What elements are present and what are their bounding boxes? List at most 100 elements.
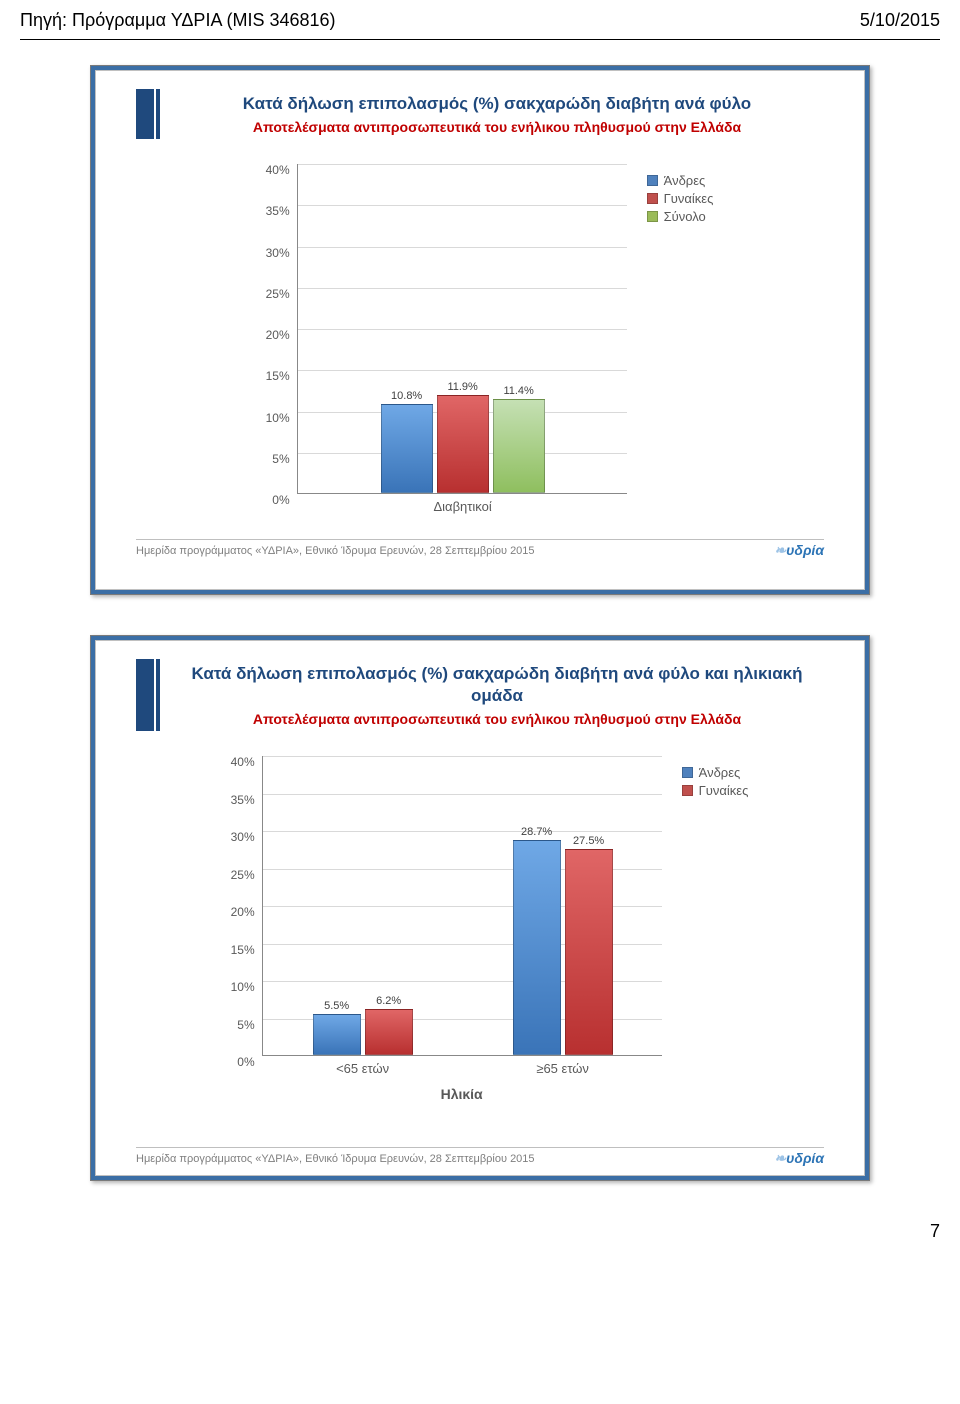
legend-label: Σύνολο bbox=[664, 209, 706, 224]
title-block: Κατά δήλωση επιπολασμός (%) σακχαρώδη δι… bbox=[136, 89, 824, 139]
bar-value-label: 6.2% bbox=[376, 995, 401, 1007]
legend-item: Άνδρες bbox=[647, 173, 714, 188]
bar-group: 28.7%27.5% bbox=[511, 840, 615, 1055]
slide-1-subtitle: Αποτελέσματα αντιπροσωπευτικά του ενήλικ… bbox=[170, 119, 824, 135]
legend-label: Άνδρες bbox=[699, 765, 741, 780]
bar-value-label: 5.5% bbox=[324, 1000, 349, 1012]
chart-1-plot: 0%5%10%15%20%25%30%35%40%10.8%11.9%11.4%… bbox=[297, 164, 627, 494]
legend-swatch-icon bbox=[647, 211, 658, 222]
chart-1-legend: Άνδρες Γυναίκες Σύνολο bbox=[637, 164, 724, 233]
slide-2: Κατά δήλωση επιπολασμός (%) σακχαρώδη δι… bbox=[90, 635, 870, 1181]
gridline bbox=[263, 794, 662, 795]
bar: 28.7% bbox=[513, 840, 561, 1055]
legend-item: Σύνολο bbox=[647, 209, 714, 224]
bar-value-label: 10.8% bbox=[391, 390, 422, 402]
bar: 6.2% bbox=[365, 1009, 413, 1056]
bar: 11.9% bbox=[437, 395, 489, 493]
bar-group: 5.5%6.2% bbox=[311, 1009, 415, 1056]
legend-item: Άνδρες bbox=[682, 765, 749, 780]
title-sidebar-icon bbox=[136, 659, 154, 731]
x-category-label: ≥65 ετών bbox=[536, 1061, 589, 1076]
slide-1-footer: Ημερίδα προγράμματος «ΥΔΡΙΑ», Εθνικό Ίδρ… bbox=[136, 542, 824, 559]
ytick-label: 25% bbox=[266, 287, 298, 301]
page-number: 7 bbox=[20, 1221, 940, 1242]
bar-value-label: 11.9% bbox=[447, 381, 477, 393]
ytick-label: 5% bbox=[237, 1018, 262, 1032]
gridline bbox=[298, 329, 627, 330]
ytick-label: 40% bbox=[266, 163, 298, 177]
slide-2-footer-text: Ημερίδα προγράμματος «ΥΔΡΙΑ», Εθνικό Ίδρ… bbox=[136, 1153, 535, 1165]
bar: 27.5% bbox=[565, 849, 613, 1055]
title-sidebar-thin-icon bbox=[156, 89, 160, 139]
legend-item: Γυναίκες bbox=[682, 783, 749, 798]
legend-label: Γυναίκες bbox=[664, 191, 714, 206]
slide-2-subtitle: Αποτελέσματα αντιπροσωπευτικά του ενήλικ… bbox=[170, 711, 824, 727]
chart-2-area: 0%5%10%15%20%25%30%35%40%5.5%6.2%<65 ετώ… bbox=[136, 756, 824, 1102]
bar-value-label: 27.5% bbox=[573, 835, 604, 847]
gridline bbox=[298, 247, 627, 248]
header-rule bbox=[20, 39, 940, 40]
gridline bbox=[263, 756, 662, 757]
chart-2-plot: 0%5%10%15%20%25%30%35%40%5.5%6.2%<65 ετώ… bbox=[262, 756, 662, 1056]
gridline bbox=[298, 288, 627, 289]
legend-item: Γυναίκες bbox=[647, 191, 714, 206]
bar-group: 10.8%11.9%11.4% bbox=[379, 395, 547, 493]
slide-1-footer-text: Ημερίδα προγράμματος «ΥΔΡΙΑ», Εθνικό Ίδρ… bbox=[136, 545, 535, 557]
slide-2-title: Κατά δήλωση επιπολασμός (%) σακχαρώδη δι… bbox=[170, 663, 824, 707]
gridline bbox=[263, 831, 662, 832]
gridline bbox=[298, 370, 627, 371]
brand-logo: ❧υδρία bbox=[774, 1150, 824, 1167]
chart-1-area: 0%5%10%15%20%25%30%35%40%10.8%11.9%11.4%… bbox=[136, 164, 824, 494]
bar: 11.4% bbox=[493, 399, 545, 493]
legend-label: Άνδρες bbox=[664, 173, 706, 188]
footer-rule bbox=[136, 539, 824, 540]
bar-value-label: 11.4% bbox=[503, 385, 533, 397]
ytick-label: 0% bbox=[237, 1055, 262, 1069]
gridline bbox=[298, 164, 627, 165]
chart-2: 0%5%10%15%20%25%30%35%40%5.5%6.2%<65 ετώ… bbox=[262, 756, 662, 1102]
chart-2-xaxis-label: Ηλικία bbox=[262, 1086, 662, 1102]
ytick-label: 25% bbox=[231, 868, 263, 882]
ytick-label: 5% bbox=[272, 452, 297, 466]
page-header: Πηγή: Πρόγραμμα ΥΔΡΙΑ (MIS 346816) 5/10/… bbox=[20, 10, 940, 31]
ytick-label: 35% bbox=[231, 793, 263, 807]
ytick-label: 20% bbox=[266, 328, 298, 342]
ytick-label: 40% bbox=[231, 755, 263, 769]
ytick-label: 15% bbox=[231, 943, 263, 957]
header-date: 5/10/2015 bbox=[860, 10, 940, 31]
title-text: Κατά δήλωση επιπολασμός (%) σακχαρώδη δι… bbox=[170, 89, 824, 139]
ytick-label: 20% bbox=[231, 905, 263, 919]
chart-2-legend: Άνδρες Γυναίκες bbox=[672, 756, 759, 807]
header-source: Πηγή: Πρόγραμμα ΥΔΡΙΑ (MIS 346816) bbox=[20, 10, 336, 31]
title-sidebar-thin-icon bbox=[156, 659, 160, 731]
brand-logo: ❧υδρία bbox=[774, 542, 824, 559]
legend-swatch-icon bbox=[647, 175, 658, 186]
footer-rule bbox=[136, 1147, 824, 1148]
bar: 10.8% bbox=[381, 404, 433, 493]
legend-swatch-icon bbox=[682, 767, 693, 778]
slide-1: Κατά δήλωση επιπολασμός (%) σακχαρώδη δι… bbox=[90, 65, 870, 595]
bar: 5.5% bbox=[313, 1014, 361, 1055]
bar-value-label: 28.7% bbox=[521, 826, 552, 838]
x-category-label: Διαβητικοί bbox=[433, 499, 491, 514]
slide-1-title: Κατά δήλωση επιπολασμός (%) σακχαρώδη δι… bbox=[170, 93, 824, 115]
title-block: Κατά δήλωση επιπολασμός (%) σακχαρώδη δι… bbox=[136, 659, 824, 731]
slide-2-footer: Ημερίδα προγράμματος «ΥΔΡΙΑ», Εθνικό Ίδρ… bbox=[136, 1150, 824, 1167]
ytick-label: 10% bbox=[231, 980, 263, 994]
slide-2-inner: Κατά δήλωση επιπολασμός (%) σακχαρώδη δι… bbox=[95, 640, 865, 1176]
ytick-label: 30% bbox=[231, 830, 263, 844]
ytick-label: 30% bbox=[266, 246, 298, 260]
title-sidebar-icon bbox=[136, 89, 154, 139]
ytick-label: 0% bbox=[272, 493, 297, 507]
x-category-label: <65 ετών bbox=[336, 1061, 389, 1076]
chart-1: 0%5%10%15%20%25%30%35%40%10.8%11.9%11.4%… bbox=[297, 164, 627, 494]
legend-swatch-icon bbox=[682, 785, 693, 796]
legend-label: Γυναίκες bbox=[699, 783, 749, 798]
slide-1-inner: Κατά δήλωση επιπολασμός (%) σακχαρώδη δι… bbox=[95, 70, 865, 590]
gridline bbox=[298, 205, 627, 206]
ytick-label: 35% bbox=[266, 204, 298, 218]
ytick-label: 10% bbox=[266, 411, 298, 425]
legend-swatch-icon bbox=[647, 193, 658, 204]
title-text: Κατά δήλωση επιπολασμός (%) σακχαρώδη δι… bbox=[170, 659, 824, 731]
ytick-label: 15% bbox=[266, 369, 298, 383]
